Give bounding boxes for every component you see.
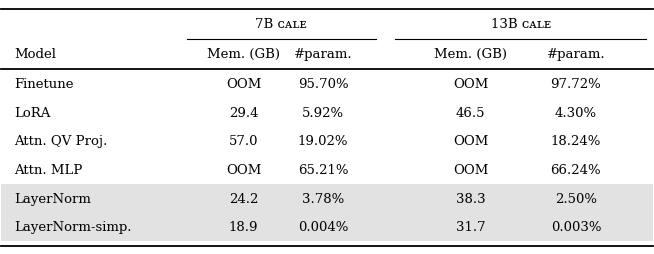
Text: 97.72%: 97.72% (551, 78, 601, 91)
Text: LayerNorm: LayerNorm (14, 193, 92, 205)
Text: 4.30%: 4.30% (555, 107, 597, 120)
Bar (1, 213, 653, 241)
Text: OOM: OOM (453, 135, 489, 148)
Text: LoRA: LoRA (14, 107, 51, 120)
Text: Mem. (GB): Mem. (GB) (434, 47, 507, 60)
Text: OOM: OOM (453, 78, 489, 91)
Text: OOM: OOM (453, 164, 489, 177)
Text: 18.24%: 18.24% (551, 135, 601, 148)
Text: 7B ᴄᴀʟᴇ: 7B ᴄᴀʟᴇ (256, 18, 307, 31)
Text: 13B ᴄᴀʟᴇ: 13B ᴄᴀʟᴇ (490, 18, 551, 31)
Text: 38.3: 38.3 (456, 193, 485, 205)
Text: 19.02%: 19.02% (298, 135, 348, 148)
Text: 46.5: 46.5 (456, 107, 485, 120)
Text: 0.004%: 0.004% (298, 221, 348, 234)
Text: #param.: #param. (294, 47, 353, 60)
Text: 95.70%: 95.70% (298, 78, 349, 91)
Text: 0.003%: 0.003% (551, 221, 601, 234)
Text: Attn. MLP: Attn. MLP (14, 164, 83, 177)
Text: OOM: OOM (226, 78, 262, 91)
Text: OOM: OOM (226, 164, 262, 177)
Text: 57.0: 57.0 (229, 135, 258, 148)
Bar (1, 184, 653, 213)
Text: 65.21%: 65.21% (298, 164, 348, 177)
Text: 24.2: 24.2 (229, 193, 258, 205)
Text: 2.50%: 2.50% (555, 193, 597, 205)
Text: Mem. (GB): Mem. (GB) (207, 47, 280, 60)
Text: Model: Model (14, 47, 56, 60)
Text: 31.7: 31.7 (456, 221, 485, 234)
Text: LayerNorm-simp.: LayerNorm-simp. (14, 221, 132, 234)
Text: Finetune: Finetune (14, 78, 74, 91)
Text: #param.: #param. (547, 47, 605, 60)
Text: Attn. QV Proj.: Attn. QV Proj. (14, 135, 108, 148)
Text: 18.9: 18.9 (229, 221, 258, 234)
Text: 29.4: 29.4 (229, 107, 258, 120)
Text: 5.92%: 5.92% (302, 107, 344, 120)
Text: 66.24%: 66.24% (551, 164, 601, 177)
Text: 3.78%: 3.78% (302, 193, 344, 205)
